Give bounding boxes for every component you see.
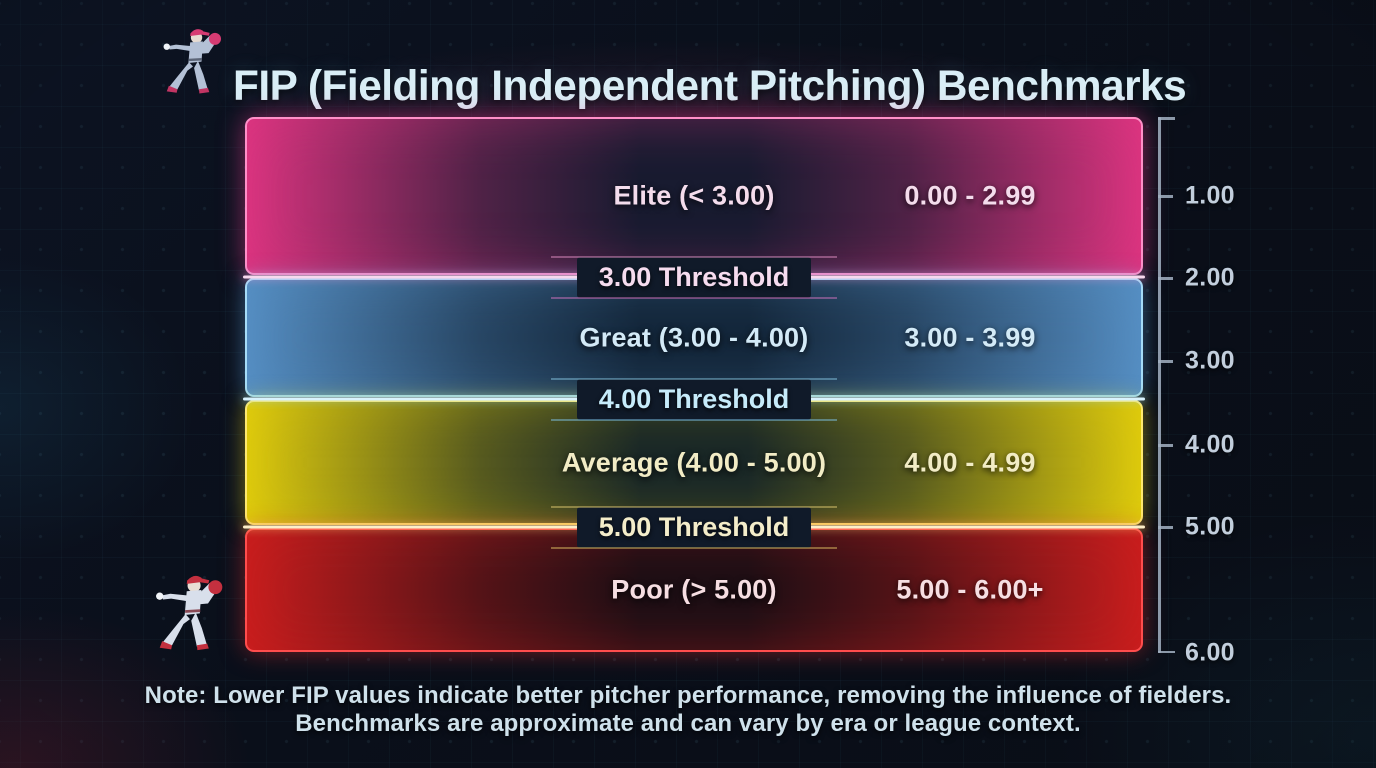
axis-label-5: 5.00: [1185, 512, 1235, 541]
band-elite-label: Elite (< 3.00): [613, 180, 775, 211]
threshold-4-label: 4.00 Threshold: [550, 377, 837, 421]
footnote-line-2: Benchmarks are approximate and can vary …: [295, 710, 1081, 737]
threshold-3-row: 3.00 Threshold: [243, 255, 1145, 299]
axis-tick-4: [1158, 444, 1173, 447]
footnote: Note: Lower FIP values indicate better p…: [0, 682, 1376, 738]
threshold-5-label: 5.00 Threshold: [550, 505, 837, 549]
band-average-range: 4.00 - 4.99: [904, 447, 1036, 477]
axis-line: [1158, 117, 1161, 653]
axis-label-2: 2.00: [1185, 263, 1235, 292]
band-poor: Poor (> 5.00) 5.00 - 6.00+: [245, 528, 1143, 652]
axis-label-4: 4.00: [1185, 430, 1235, 459]
threshold-3-label: 3.00 Threshold: [550, 255, 837, 299]
axis-tick-3: [1158, 360, 1173, 363]
axis-top-cap: [1158, 117, 1175, 120]
axis-tick-1: [1158, 195, 1173, 198]
baseball-pitcher-icon-bottom: [156, 575, 223, 651]
band-elite-range: 0.00 - 2.99: [904, 180, 1036, 211]
axis-tick-5: [1158, 526, 1173, 529]
axis-bottom-cap: [1158, 650, 1175, 653]
band-great: Great (3.00 - 4.00) 3.00 - 3.99: [245, 278, 1143, 397]
axis-label-6: 6.00: [1185, 638, 1235, 667]
band-elite: Elite (< 3.00) 0.00 - 2.99: [245, 117, 1143, 275]
axis-label-1: 1.00: [1185, 181, 1235, 210]
fip-benchmark-chart: Elite (< 3.00) 0.00 - 2.99 Great (3.00 -…: [243, 117, 1145, 653]
axis-tick-2: [1158, 277, 1173, 280]
threshold-5-row: 5.00 Threshold: [243, 505, 1145, 549]
band-poor-label: Poor (> 5.00): [611, 574, 777, 605]
fip-axis: 1.00 2.00 3.00 4.00 5.00 6.00: [1158, 117, 1268, 667]
band-poor-range: 5.00 - 6.00+: [896, 574, 1044, 605]
band-great-label: Great (3.00 - 4.00): [579, 322, 809, 352]
threshold-4-row: 4.00 Threshold: [243, 377, 1145, 421]
page-title: FIP (Fielding Independent Pitching) Benc…: [233, 61, 1187, 110]
band-great-range: 3.00 - 3.99: [904, 322, 1036, 352]
footnote-line-1: Note: Lower FIP values indicate better p…: [144, 682, 1232, 709]
band-average-label: Average (4.00 - 5.00): [561, 447, 827, 477]
band-average: Average (4.00 - 5.00) 4.00 - 4.99: [245, 400, 1143, 525]
axis-label-3: 3.00: [1185, 346, 1235, 375]
baseball-pitcher-icon: [163, 29, 222, 94]
